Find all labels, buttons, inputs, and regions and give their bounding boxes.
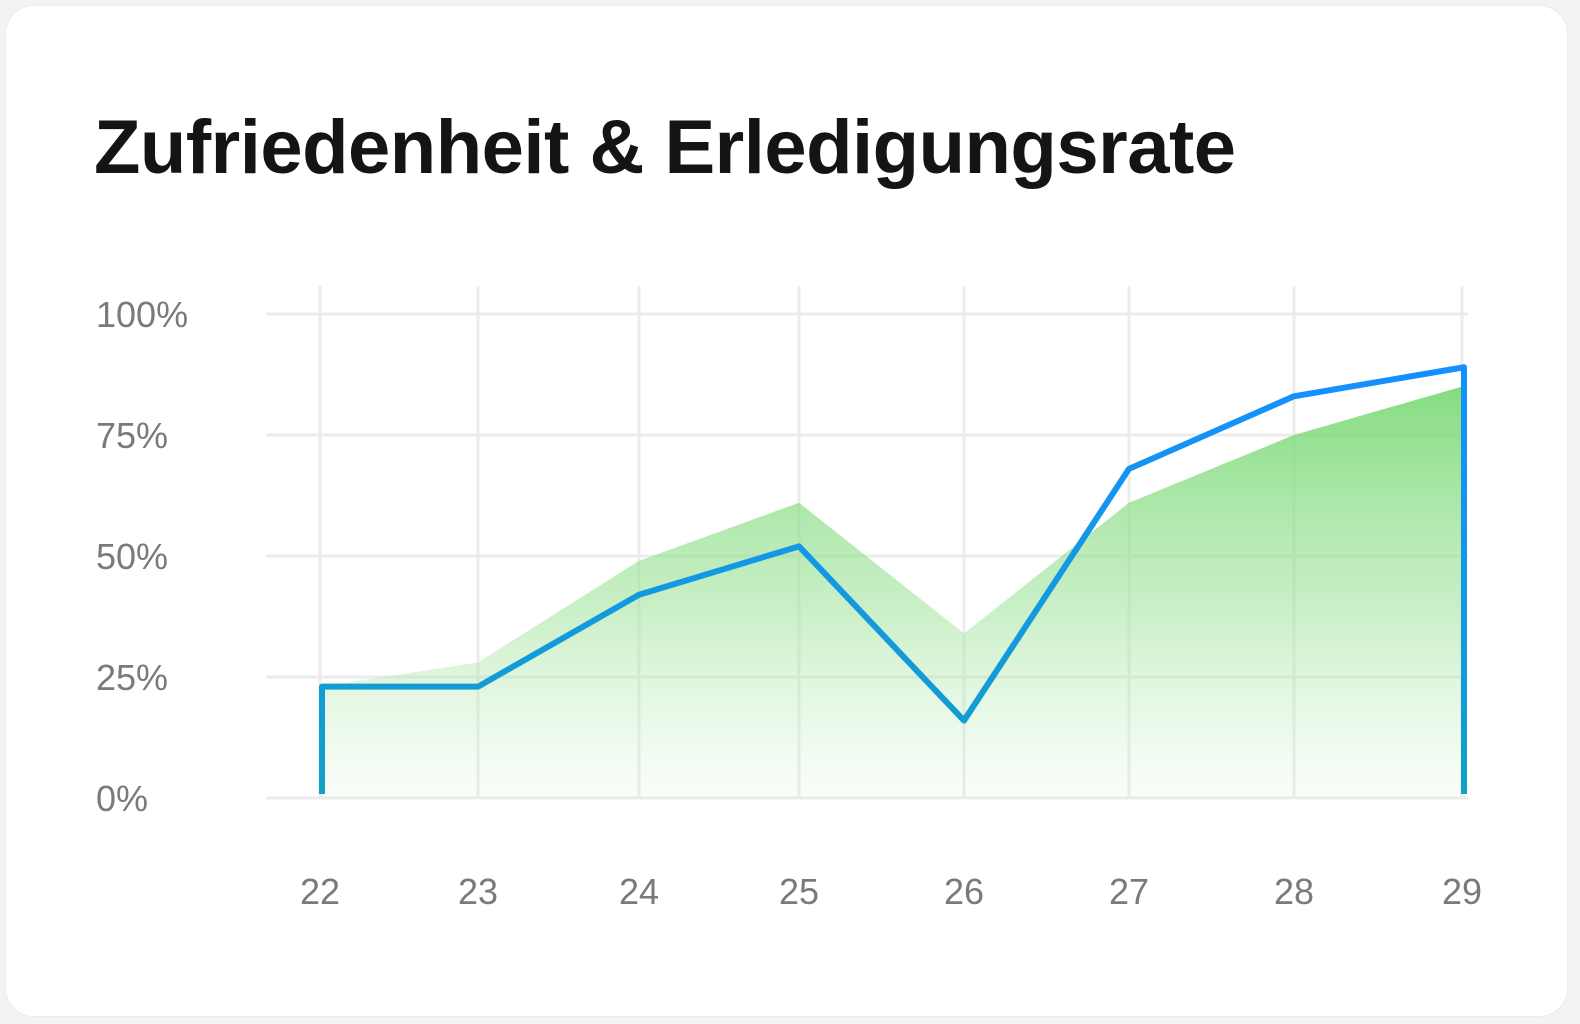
x-axis-labels: 22 23 24 25 26 27 28 29 bbox=[300, 871, 1482, 912]
y-tick-label: 75% bbox=[96, 415, 168, 456]
x-tick-label: 25 bbox=[779, 871, 819, 912]
x-tick-label: 26 bbox=[944, 871, 984, 912]
y-tick-label: 100% bbox=[96, 294, 188, 335]
x-tick-label: 22 bbox=[300, 871, 340, 912]
area-series-fill bbox=[320, 386, 1462, 798]
x-tick-label: 29 bbox=[1442, 871, 1482, 912]
y-axis-labels: 0% 25% 50% 75% 100% bbox=[96, 294, 188, 819]
x-tick-label: 23 bbox=[458, 871, 498, 912]
x-tick-label: 28 bbox=[1274, 871, 1314, 912]
line-series-path bbox=[319, 364, 1467, 794]
y-tick-label: 25% bbox=[96, 657, 168, 698]
line-series bbox=[319, 364, 1467, 794]
y-tick-label: 50% bbox=[96, 536, 168, 577]
y-tick-label: 0% bbox=[96, 778, 148, 819]
chart-title: Zufriedenheit & Erledigungsrate bbox=[94, 105, 1236, 190]
x-tick-label: 24 bbox=[619, 871, 659, 912]
x-tick-label: 27 bbox=[1109, 871, 1149, 912]
area-series bbox=[320, 386, 1462, 798]
